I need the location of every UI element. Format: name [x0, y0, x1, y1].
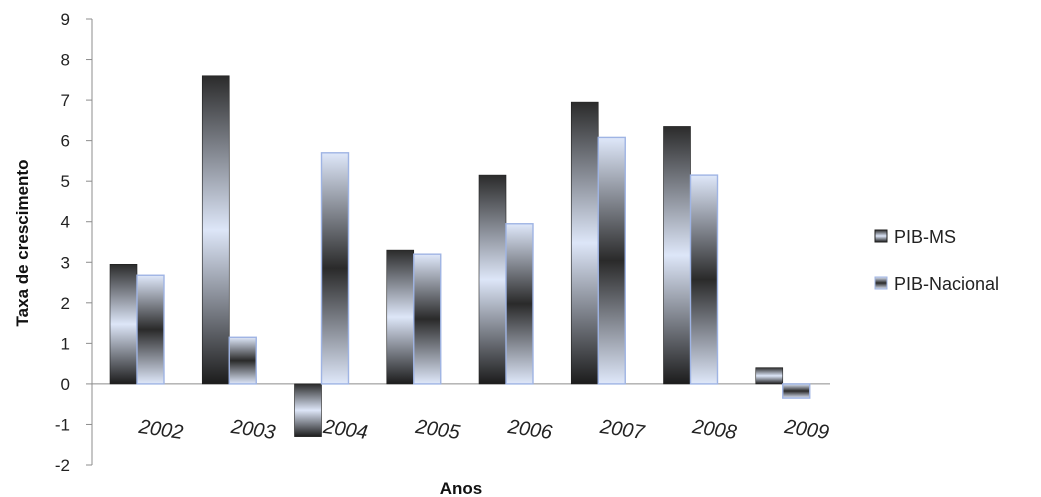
bar-pib-ms-2005 — [386, 249, 415, 385]
x-category-label: 2005 — [413, 416, 462, 444]
y-tick-label: 2 — [61, 294, 70, 313]
y-tick-label: 8 — [61, 51, 70, 70]
y-tick-label: -1 — [55, 415, 70, 434]
legend-swatch — [874, 276, 888, 290]
bar-pib-nacional-2004 — [320, 152, 350, 385]
y-tick-label: 7 — [61, 91, 70, 110]
y-tick-label: 6 — [61, 132, 70, 151]
legend-swatch — [874, 229, 888, 243]
y-tick-label: 5 — [61, 172, 70, 191]
x-axis-title: Anos — [440, 479, 483, 497]
x-category-label: 2004 — [321, 416, 369, 444]
y-tick-label: 1 — [61, 334, 70, 353]
bar-pib-ms-2008 — [663, 126, 691, 385]
y-tick-label: -2 — [55, 456, 70, 475]
x-category-label: 2008 — [690, 416, 738, 444]
bar-pib-nacional-2003 — [228, 336, 257, 385]
bar-pib-nacional-2007 — [597, 136, 626, 385]
x-category-label: 2002 — [136, 416, 184, 444]
bar-pib-ms-2007 — [570, 101, 599, 385]
bar-pib-nacional-2002 — [136, 274, 165, 385]
bar-pib-ms-2003 — [201, 75, 230, 385]
x-category-label: 2009 — [782, 416, 830, 444]
x-category-label: 2003 — [229, 416, 277, 444]
legend-label: PIB-Nacional — [894, 274, 999, 294]
bar-pib-ms-2004 — [294, 383, 322, 437]
bar-pib-ms-2006 — [478, 174, 507, 385]
bar-pib-ms-2009 — [755, 367, 784, 385]
x-category-label: 2007 — [598, 416, 647, 444]
legend-label: PIB-MS — [894, 227, 956, 247]
bar-pib-nacional-2005 — [413, 253, 442, 385]
y-axis-title: Taxa de crescimento — [13, 160, 32, 327]
bar-pib-nacional-2008 — [689, 174, 719, 385]
y-tick-label: 0 — [61, 375, 70, 394]
y-tick-label: 4 — [61, 213, 70, 232]
bar-pib-ms-2002 — [109, 263, 138, 385]
x-category-label: 2006 — [505, 416, 554, 444]
y-tick-label: 9 — [61, 10, 70, 29]
bar-pib-nacional-2009 — [782, 383, 811, 399]
y-tick-label: 3 — [61, 253, 70, 272]
bar-pib-nacional-2006 — [505, 223, 534, 385]
